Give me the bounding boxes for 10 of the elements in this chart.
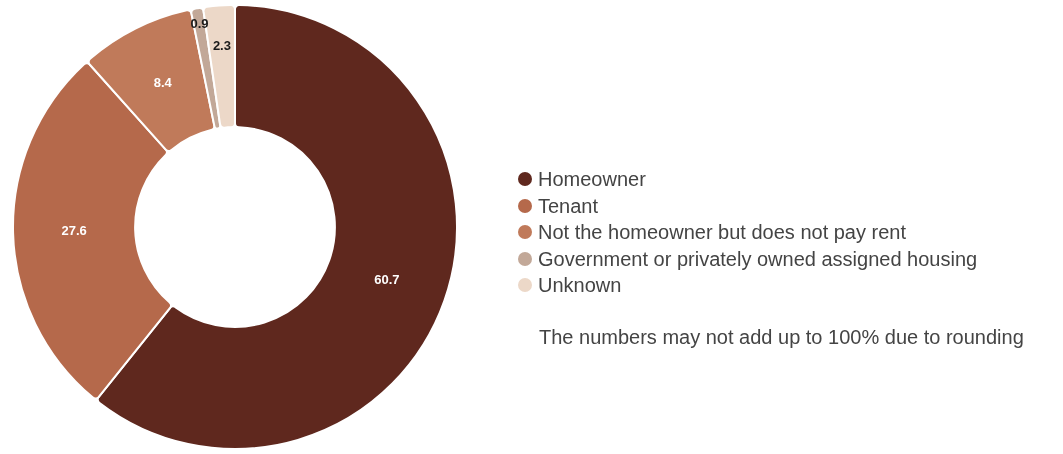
legend-label: Not the homeowner but does not pay rent <box>538 220 907 245</box>
text: The numbers may not add up to 100% due to rounding <box>539 326 1024 349</box>
data-label: 60.7 <box>374 271 400 287</box>
legend-label: Unknown <box>538 273 622 298</box>
legend-label: Homeowner <box>538 167 646 192</box>
legend-label: Tenant <box>538 193 599 219</box>
data-label: 27.6 <box>61 222 87 238</box>
data-label: 2.3 <box>212 38 231 54</box>
data-label: 8.4 <box>153 74 173 90</box>
legend-label: Government or privately owned assigned housing <box>538 246 978 272</box>
